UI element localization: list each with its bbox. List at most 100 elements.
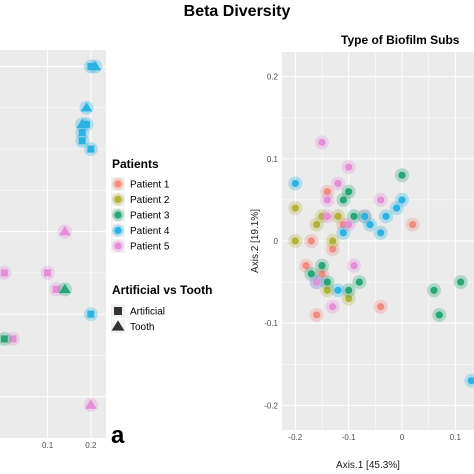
left-data-point xyxy=(87,310,95,318)
right-data-point xyxy=(355,278,363,286)
left-data-point xyxy=(78,137,86,145)
left-data-point xyxy=(87,63,95,71)
right-data-point xyxy=(409,220,417,229)
legend-patient-label: Patient 1 xyxy=(130,180,170,191)
right-plot-y-axis-label: Axis.2 [19.1%] xyxy=(250,209,261,273)
right-data-point xyxy=(361,212,369,220)
right-data-point xyxy=(291,237,299,245)
right-plot-y-ticks: 0.2 0.1 0 -0.1 -0.2 xyxy=(264,73,278,411)
right-data-point xyxy=(430,286,438,294)
right-data-point xyxy=(345,294,353,303)
right-data-point xyxy=(323,212,331,220)
legend-patient-label: Patient 3 xyxy=(130,211,170,222)
right-data-point xyxy=(302,262,310,270)
left-data-point xyxy=(84,399,97,409)
right-x-tick-label: -0.1 xyxy=(342,433,356,442)
right-data-point xyxy=(329,303,337,311)
right-data-point xyxy=(334,286,342,294)
right-data-point xyxy=(457,278,465,286)
right-data-point xyxy=(334,179,342,188)
legend-patient-marker xyxy=(114,195,122,204)
right-plot-x-axis-label: Axis.1 [45.3%] xyxy=(336,460,400,471)
left-plot-points xyxy=(0,59,103,412)
right-data-point xyxy=(398,196,406,204)
left-data-point xyxy=(52,285,60,293)
right-data-point xyxy=(318,270,326,278)
left-data-point xyxy=(80,102,93,112)
legend-patient-marker xyxy=(114,211,122,219)
right-plot-x-ticks: -0.2 -0.1 0 0.1 xyxy=(288,433,461,442)
left-data-point xyxy=(59,225,71,236)
right-data-point xyxy=(435,311,443,319)
left-data-point xyxy=(76,118,89,129)
left-data-point xyxy=(78,129,86,137)
left-plot-x-ticks: 0.1 0.2 xyxy=(42,441,97,450)
right-x-tick-label: 0.1 xyxy=(450,433,462,442)
right-data-point xyxy=(329,245,337,253)
right-plot-panel: Type of Biofilm Subs -0.2 -0.1 0 0.1 0.2 0.1… xyxy=(250,33,474,471)
right-data-point xyxy=(323,196,331,204)
right-data-point xyxy=(339,220,347,229)
right-plot-gridlines xyxy=(282,52,474,430)
right-data-point xyxy=(467,377,474,385)
right-x-tick-label: 0 xyxy=(400,433,405,442)
right-data-point xyxy=(323,188,331,196)
right-data-point xyxy=(307,237,315,245)
left-plot-background xyxy=(0,50,106,438)
right-data-point xyxy=(377,303,385,311)
legend-shape-label: Artificial xyxy=(130,307,165,318)
legend-patient-marker xyxy=(114,242,122,250)
right-y-tick-label: 0.1 xyxy=(267,155,279,164)
right-data-point xyxy=(323,286,331,294)
right-x-tick-label: -0.2 xyxy=(288,433,302,442)
right-y-tick-label: 0 xyxy=(274,237,279,246)
right-data-point xyxy=(291,204,299,212)
right-data-point xyxy=(313,220,321,229)
legend-patient-label: Patient 2 xyxy=(130,195,170,206)
right-plot-points xyxy=(288,135,474,388)
right-data-point xyxy=(313,278,321,286)
left-data-point xyxy=(0,269,8,277)
figure-title: Beta Diversity xyxy=(184,3,291,20)
right-data-point xyxy=(345,286,353,294)
legend-patient-label: Patient 5 xyxy=(130,242,170,253)
legend-patients-list: Patient 1 Patient 2 Patient 3 Patient 4 Pati… xyxy=(111,177,170,253)
left-data-point xyxy=(87,145,95,153)
right-data-point xyxy=(377,229,385,237)
legend-shape-label: Tooth xyxy=(130,322,154,333)
right-data-point xyxy=(393,204,401,212)
right-data-point xyxy=(323,278,331,286)
right-data-point xyxy=(345,188,353,196)
legend-patient-marker xyxy=(114,226,122,235)
right-y-tick-label: 0.2 xyxy=(267,73,279,82)
right-data-point xyxy=(350,262,358,270)
left-data-point xyxy=(83,120,91,128)
right-data-point xyxy=(345,163,353,171)
left-data-point xyxy=(44,269,52,277)
legend-artificial-marker xyxy=(114,307,122,315)
right-data-point xyxy=(291,179,299,188)
left-data-point xyxy=(0,335,8,343)
left-x-tick-label: 0.2 xyxy=(85,441,97,450)
left-data-point xyxy=(59,283,71,294)
legend-patients-title: Patients xyxy=(112,157,159,171)
right-data-point xyxy=(329,237,337,245)
right-data-point xyxy=(318,212,326,220)
legend-shape-list: Artificial Tooth xyxy=(111,304,165,334)
right-plot-title: Type of Biofilm Subs xyxy=(341,33,460,47)
legend-tooth-marker xyxy=(111,320,125,331)
right-data-point xyxy=(366,220,374,229)
right-y-tick-label: -0.1 xyxy=(264,319,278,328)
left-x-tick-label: 0.1 xyxy=(42,441,54,450)
right-data-point xyxy=(313,311,321,319)
left-data-point xyxy=(9,335,17,343)
right-data-point xyxy=(339,229,347,237)
panel-label: a xyxy=(111,422,125,449)
right-data-point xyxy=(318,138,326,146)
right-data-point xyxy=(398,171,406,179)
right-data-point xyxy=(307,270,315,278)
legend-shape-title: Artificial vs Tooth xyxy=(112,283,212,297)
legend-patient-label: Patient 4 xyxy=(130,226,170,237)
